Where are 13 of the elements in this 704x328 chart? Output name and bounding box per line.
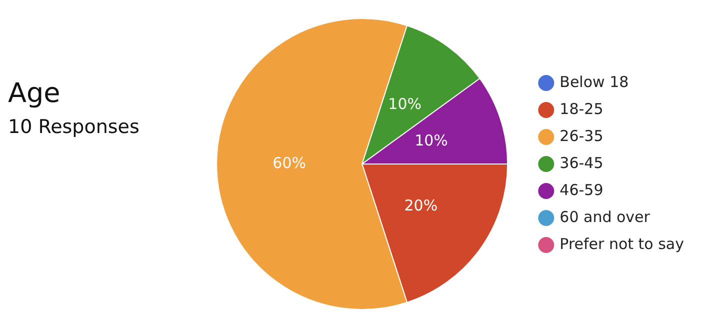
- legend-label: Below 18: [560, 72, 629, 91]
- data-label: 10%: [388, 95, 422, 114]
- text: 10 Responses: [8, 116, 140, 138]
- legend-label: Prefer not to say: [560, 234, 684, 253]
- legend-label: 26-35: [560, 126, 604, 145]
- data-label: 10%: [414, 131, 448, 150]
- legend-label: 18-25: [560, 100, 604, 118]
- legend-label: 46-59: [560, 180, 604, 199]
- legend-label: 60 and over: [560, 208, 651, 226]
- legend-label: 36-45: [560, 154, 604, 172]
- data-label: 60%: [272, 154, 306, 172]
- data-label: 20%: [404, 196, 438, 215]
- text: Age: [8, 78, 60, 109]
